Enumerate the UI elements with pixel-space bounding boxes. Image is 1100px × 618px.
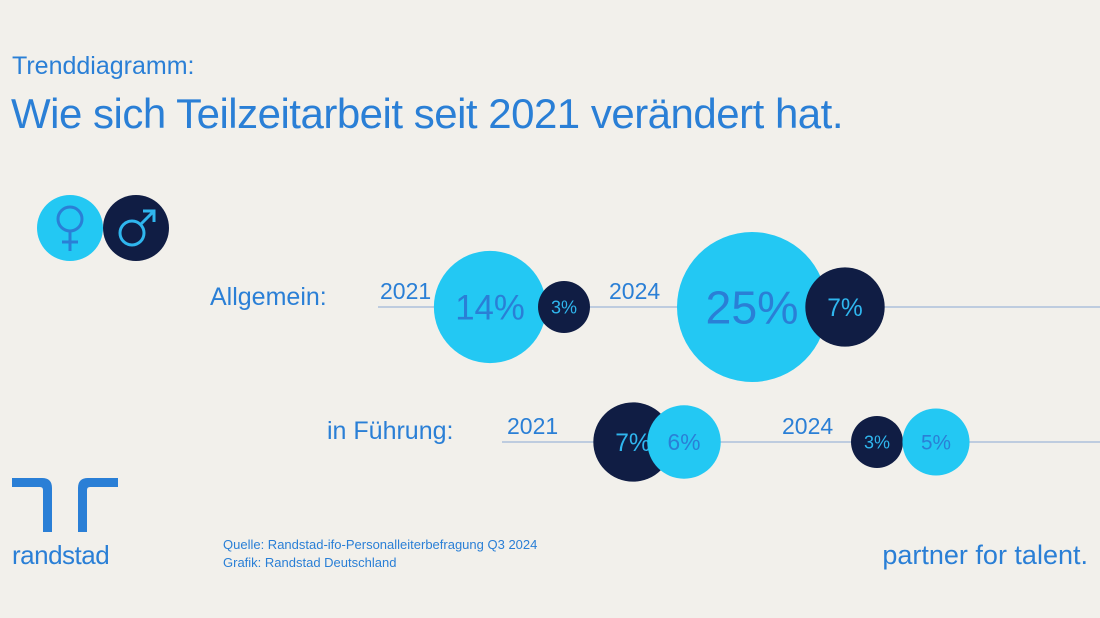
year-label: 2024 bbox=[609, 278, 660, 304]
female-bubble bbox=[677, 232, 827, 382]
male-symbol-icon bbox=[103, 195, 169, 261]
female-bubble bbox=[433, 250, 547, 364]
male-bubble bbox=[593, 402, 673, 482]
subtitle: Trenddiagramm: bbox=[12, 52, 195, 80]
female-value-label: 5% bbox=[921, 431, 951, 454]
source-note: Quelle: Randstad-ifo-Personalleiterbefra… bbox=[223, 537, 538, 552]
credit-note: Grafik: Randstad Deutschland bbox=[223, 555, 397, 570]
male-value-label: 7% bbox=[827, 295, 863, 322]
male-bubble bbox=[851, 416, 903, 468]
year-label: 2024 bbox=[782, 413, 833, 439]
row-label-allgemein: Allgemein: bbox=[210, 283, 327, 311]
male-value-label: 3% bbox=[864, 432, 890, 452]
brand-wordmark: randstad bbox=[12, 540, 110, 570]
year-label: 2021 bbox=[380, 278, 431, 304]
female-symbol-icon bbox=[37, 195, 103, 261]
female-value-label: 6% bbox=[668, 429, 701, 455]
logo-mark bbox=[12, 478, 118, 537]
female-value-label: 25% bbox=[705, 282, 798, 334]
row-label-fuehrung: in Führung: bbox=[327, 417, 454, 445]
page-title: Wie sich Teilzeitarbeit seit 2021 veränd… bbox=[11, 90, 844, 137]
male-value-label: 3% bbox=[551, 297, 577, 317]
tagline: partner for talent. bbox=[882, 540, 1088, 570]
male-bubble bbox=[805, 267, 885, 347]
year-label: 2021 bbox=[507, 413, 558, 439]
female-bubble bbox=[902, 408, 970, 476]
female-bubble bbox=[647, 405, 721, 479]
female-value-label: 14% bbox=[455, 290, 525, 328]
male-value-label: 7% bbox=[615, 430, 651, 457]
male-bubble bbox=[538, 281, 590, 333]
